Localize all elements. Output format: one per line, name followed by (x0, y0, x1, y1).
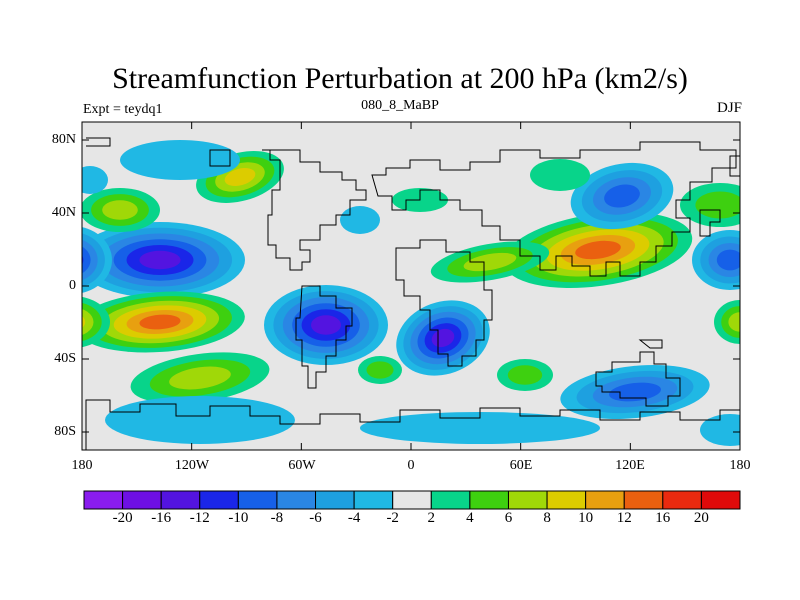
contour-band (728, 312, 740, 332)
lat-tick-80n: 80N (51, 132, 76, 147)
contour-band (224, 168, 256, 186)
lat-tick-80s: 80S (54, 424, 76, 439)
colorbar-swatch (585, 490, 625, 510)
contour-band (340, 206, 380, 234)
contour-band (169, 366, 231, 390)
colorbar-label: 2 (427, 510, 436, 526)
colorbar-swatch (237, 490, 278, 510)
contour-band (120, 140, 240, 180)
colorbar-swatch (700, 490, 741, 510)
colorbar-swatch (353, 490, 394, 510)
colorbar-swatch (662, 490, 702, 510)
coastline (699, 209, 721, 237)
coastline (86, 137, 111, 147)
coastline (371, 141, 737, 277)
colorbar-swatch (83, 490, 124, 510)
coastline (262, 149, 367, 271)
colorbar-swatch (469, 490, 509, 510)
colorbar-label: 10 (578, 510, 594, 526)
contour-band (82, 166, 108, 194)
coastline (638, 339, 663, 349)
contour-band (695, 191, 740, 219)
coastline (85, 399, 740, 450)
contour-band (604, 184, 640, 208)
colorbar-swatch (160, 490, 201, 510)
lon-tick-60w: 60W (288, 458, 316, 473)
lat-tick-40n: 40N (51, 205, 76, 220)
colorbar-label: 8 (543, 510, 551, 526)
colorbar-swatch (430, 490, 471, 510)
contour-band (139, 314, 181, 330)
coastline (395, 239, 493, 367)
colorbar-swatch (392, 490, 432, 510)
lat-tick-40s: 40S (54, 351, 76, 366)
lon-tick-60e: 60E (509, 458, 533, 473)
coastline (595, 351, 681, 407)
colorbar-label: -20 (112, 510, 133, 526)
colorbar-label: -4 (347, 510, 361, 526)
contour-band (366, 361, 394, 379)
colorbar-swatch (546, 490, 587, 510)
colorbar-swatch (199, 490, 239, 510)
contour-band (431, 328, 455, 348)
contour-band (82, 246, 91, 274)
coastline (209, 149, 231, 167)
colorbar-label: -10 (228, 510, 249, 526)
lon-tick-180w: 180 (71, 458, 93, 473)
contour-band (507, 365, 543, 385)
lon-tick-120e: 120E (615, 458, 645, 473)
lon-tick-120w: 120W (174, 458, 210, 473)
axis-ticks (81, 122, 741, 450)
lon-tick-0: 0 (407, 458, 415, 473)
contour-band (139, 250, 181, 270)
coastlines (85, 137, 740, 450)
colorbar-swatch (122, 490, 162, 510)
contour-band (575, 240, 621, 260)
season-label: DJF (716, 100, 742, 116)
case-label: 080_8_MaBP (361, 98, 439, 113)
contour-band (700, 414, 740, 446)
contour-band (360, 412, 600, 444)
colorbar-label: -2 (386, 510, 399, 526)
contour-band (609, 382, 661, 402)
contour-band (530, 159, 590, 191)
colorbar-label: 4 (466, 510, 474, 526)
colorbar-swatch (276, 490, 317, 510)
contour-band (716, 249, 740, 271)
lon-tick-180e: 180 (729, 458, 751, 473)
lat-tick-0: 0 (69, 278, 76, 293)
contour-band (105, 396, 295, 444)
colorbar-label: 12 (616, 510, 632, 526)
colorbar-label: 20 (693, 510, 709, 526)
contour-band (311, 315, 341, 335)
contour-band (82, 308, 94, 336)
coastline (295, 285, 353, 389)
contour-band (102, 200, 138, 220)
colorbar (83, 490, 741, 510)
colorbar-label: 6 (504, 510, 513, 526)
colorbar-swatch (623, 490, 664, 510)
plot-title: Streamfunction Perturbation at 200 hPa (… (112, 62, 688, 95)
colorbar-swatch (315, 490, 355, 510)
colorbar-swatch (507, 490, 548, 510)
colorbar-label: -6 (309, 510, 322, 526)
contour-band (463, 252, 517, 272)
contour-band (82, 316, 86, 328)
contour-band (82, 255, 84, 265)
colorbar-label: -16 (151, 510, 172, 526)
experiment-label: Expt = teydq1 (83, 102, 163, 117)
colorbar-label: 16 (655, 510, 671, 526)
colorbar-label: -8 (270, 510, 284, 526)
coastline (729, 155, 740, 177)
colorbar-label: -12 (189, 510, 210, 526)
